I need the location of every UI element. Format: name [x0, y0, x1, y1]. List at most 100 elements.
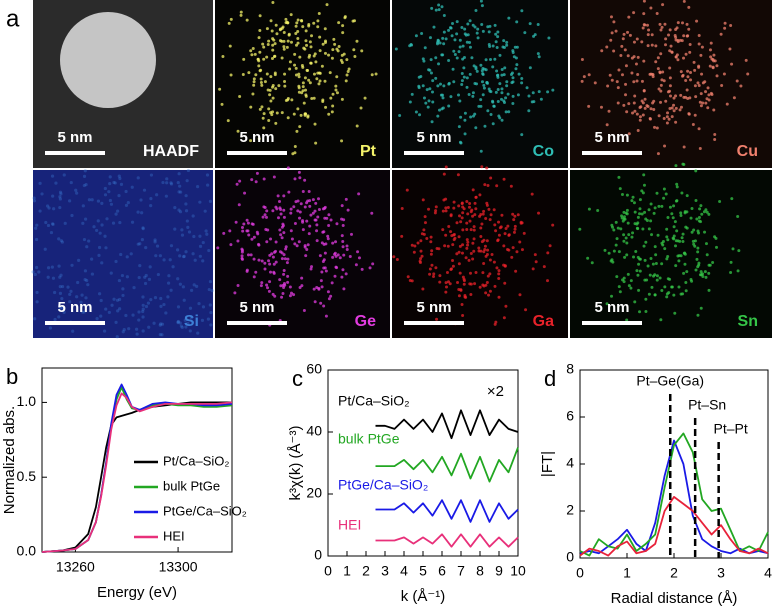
- dot: [695, 19, 699, 23]
- dot: [300, 284, 304, 288]
- dot: [251, 222, 255, 226]
- dot: [267, 107, 271, 111]
- dot: [483, 124, 487, 128]
- dot: [412, 250, 416, 254]
- dot: [662, 196, 666, 200]
- dot: [632, 201, 636, 205]
- dot: [532, 34, 536, 38]
- dot: [610, 78, 614, 82]
- dot: [664, 192, 668, 196]
- dot: [289, 207, 293, 211]
- dot: [438, 108, 442, 112]
- dot: [442, 42, 446, 46]
- dot: [453, 52, 457, 56]
- dot: [216, 246, 220, 250]
- dot: [279, 27, 283, 31]
- dot: [400, 234, 404, 238]
- dot: [329, 218, 333, 222]
- dot: [186, 321, 190, 326]
- dot: [222, 231, 226, 235]
- dot: [243, 191, 247, 195]
- dot: [473, 201, 477, 205]
- dot: [590, 261, 594, 265]
- dot: [626, 54, 630, 58]
- dot: [496, 35, 500, 39]
- dot: [330, 281, 334, 285]
- dot: [141, 329, 145, 333]
- dot: [425, 88, 429, 92]
- dot: [58, 190, 63, 194]
- dot: [440, 107, 444, 111]
- dot: [345, 244, 349, 248]
- dot: [179, 324, 183, 328]
- dot: [488, 218, 492, 222]
- dot: [209, 323, 213, 327]
- dot: [180, 325, 184, 330]
- dot: [337, 44, 341, 48]
- dot: [271, 96, 275, 100]
- dot: [631, 231, 635, 235]
- dot: [739, 84, 743, 88]
- dot: [345, 247, 349, 251]
- dot: [327, 53, 331, 57]
- y-tick-label: 2: [566, 502, 574, 518]
- dot: [489, 213, 493, 217]
- dot: [627, 233, 631, 237]
- dot: [681, 239, 685, 243]
- x-tick-label: 1: [623, 565, 631, 581]
- dot: [118, 307, 122, 311]
- dot: [57, 237, 61, 241]
- dot: [86, 283, 90, 287]
- dot: [280, 251, 284, 255]
- dot: [317, 12, 321, 16]
- dot: [313, 122, 317, 126]
- dot: [341, 245, 345, 249]
- dot: [262, 57, 266, 61]
- dot: [124, 189, 128, 194]
- dot: [457, 262, 461, 266]
- dot: [686, 34, 690, 38]
- dot: [271, 110, 275, 114]
- dot: [449, 95, 453, 99]
- dot: [647, 28, 651, 32]
- dot: [612, 228, 616, 232]
- dot: [263, 80, 267, 84]
- dot: [144, 246, 148, 250]
- dot: [682, 34, 686, 38]
- dot: [108, 175, 112, 179]
- dot: [668, 106, 672, 110]
- dot: [502, 177, 506, 181]
- dot: [155, 244, 160, 248]
- dot: [488, 24, 492, 28]
- dot: [674, 164, 678, 168]
- dot: [708, 64, 712, 68]
- dot: [712, 108, 716, 112]
- dot: [442, 30, 446, 34]
- dot: [451, 67, 455, 71]
- dot: [690, 207, 694, 211]
- dot: [317, 207, 321, 211]
- dot: [294, 200, 298, 204]
- dot: [470, 56, 474, 60]
- dot: [259, 68, 263, 72]
- dot: [282, 269, 286, 273]
- dot: [75, 295, 79, 299]
- series-line: [41, 401, 232, 553]
- dot: [661, 70, 665, 74]
- dot: [158, 254, 162, 258]
- series-line: [375, 499, 519, 523]
- plot-frame: [579, 369, 769, 559]
- dot: [455, 56, 459, 60]
- dot: [502, 244, 506, 248]
- dot: [334, 240, 338, 244]
- legend-label: HEI: [163, 528, 185, 543]
- dot: [637, 262, 641, 266]
- dot: [607, 109, 611, 113]
- dot: [488, 44, 492, 48]
- tile-bg: [33, 170, 213, 338]
- dot: [487, 87, 491, 91]
- dot: [469, 293, 473, 297]
- dot: [668, 84, 672, 88]
- dot: [469, 115, 473, 119]
- dot: [260, 83, 264, 87]
